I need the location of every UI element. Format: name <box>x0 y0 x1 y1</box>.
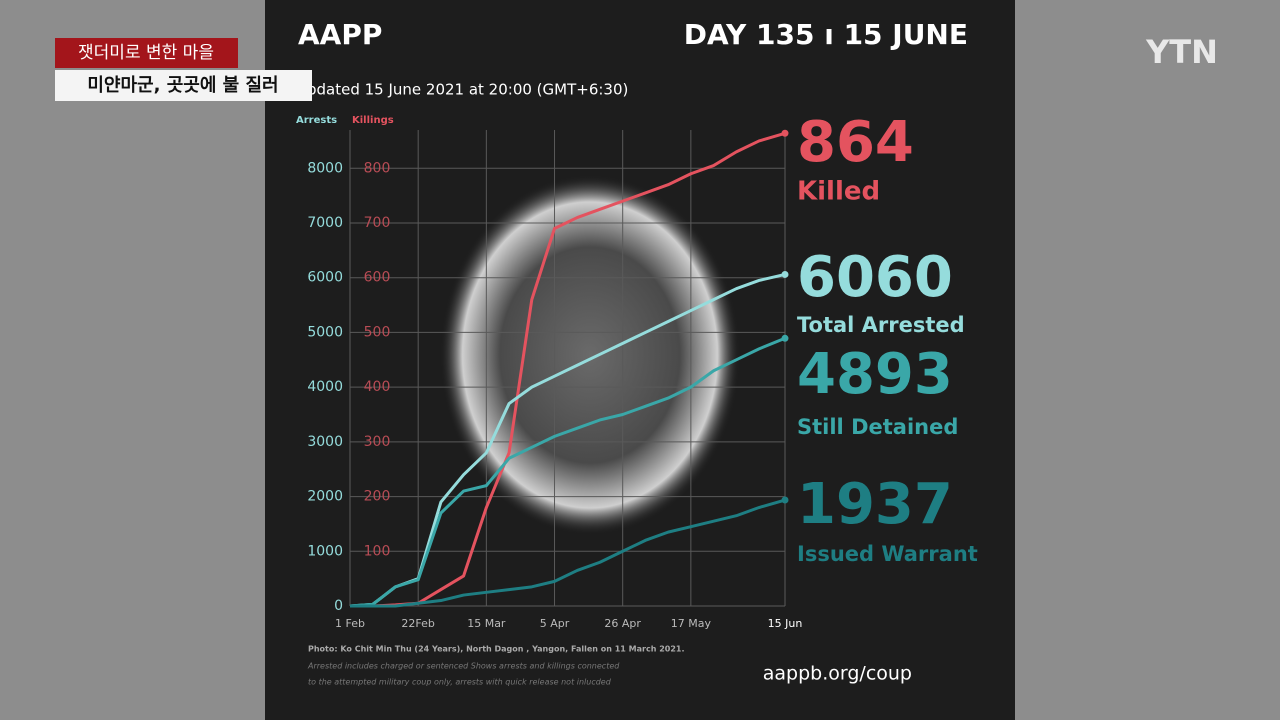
y2-tick-label: 300 <box>364 434 391 450</box>
end-point <box>781 496 789 504</box>
plot: 0 1000 2000 3000 4000 5000 6000 7000 8000 100 200 3… <box>307 110 977 630</box>
x-tick-label: 1 Feb <box>335 617 365 630</box>
caption-bottom: 미얀마군, 곳곳에 불 질러 <box>87 75 278 96</box>
day: DAY 135 ı 15 JUNE <box>684 18 968 51</box>
y-tick-label: 2000 <box>307 489 343 505</box>
y-tick-label: 8000 <box>307 160 343 176</box>
note: to the attempted military coup only, arr… <box>308 678 612 687</box>
y-tick-label: 0 <box>334 598 343 614</box>
end-point <box>781 270 789 278</box>
updated: Updated 15 June 2021 at 20:00 (GMT+6:30) <box>296 81 628 99</box>
y2-tick-label: 500 <box>364 324 391 340</box>
y-tick-label: 5000 <box>307 324 343 340</box>
photo <box>440 175 740 535</box>
caption-box <box>55 38 238 68</box>
y-tick-label: 7000 <box>307 215 343 231</box>
x-tick-label: 22Feb <box>401 617 434 630</box>
brand: AAPP <box>298 18 382 51</box>
end-point <box>781 129 789 137</box>
legend-label: Total Arrested <box>797 313 965 337</box>
y-axis-label: Arrests <box>296 115 337 126</box>
caption-top: 잿더미로 변한 마을 <box>78 43 214 63</box>
y2-tick-label: 100 <box>364 543 391 559</box>
x-tick-label: 26 Apr <box>604 617 641 630</box>
end-point <box>781 334 789 342</box>
series-line <box>350 131 786 608</box>
y2-tick-label: 400 <box>364 379 391 395</box>
legend-label: Still Detained <box>797 415 958 439</box>
total-value: 1937 <box>797 472 953 537</box>
series-line <box>349 336 786 608</box>
total-value: 4893 <box>797 342 953 407</box>
y2-tick-label: 200 <box>364 489 391 505</box>
series-line <box>350 498 786 608</box>
y-tick-label: 6000 <box>307 270 343 286</box>
x-tick-label: 15 Jun <box>768 617 803 630</box>
total-value: 6060 <box>797 245 953 310</box>
legend-label: Killed <box>797 177 880 207</box>
y2-tick-label: 600 <box>364 270 391 286</box>
y-tick-label: 1000 <box>307 543 343 559</box>
y2-tick-label: 700 <box>364 215 391 231</box>
x-tick-label: 17 May <box>671 617 712 630</box>
y2-tick-label: 800 <box>364 160 391 176</box>
url: aappb.org/coup <box>763 663 912 685</box>
x-tick-label: 5 Apr <box>540 617 570 630</box>
y2-axis-label: Killings <box>352 115 394 126</box>
photo-credit: Photo: Ko Chit Min Thu (24 Years), North… <box>308 645 685 654</box>
x-tick-label: 15 Mar <box>467 617 506 630</box>
total-value: 864 <box>797 110 914 175</box>
legend-label: Issued Warrant <box>797 542 978 566</box>
logo: YTN <box>1145 33 1218 71</box>
caption-box <box>55 70 312 101</box>
note: Arrested includes charged or sentenced S… <box>307 662 620 671</box>
y-tick-label: 4000 <box>307 379 343 395</box>
y-tick-label: 3000 <box>307 434 343 450</box>
